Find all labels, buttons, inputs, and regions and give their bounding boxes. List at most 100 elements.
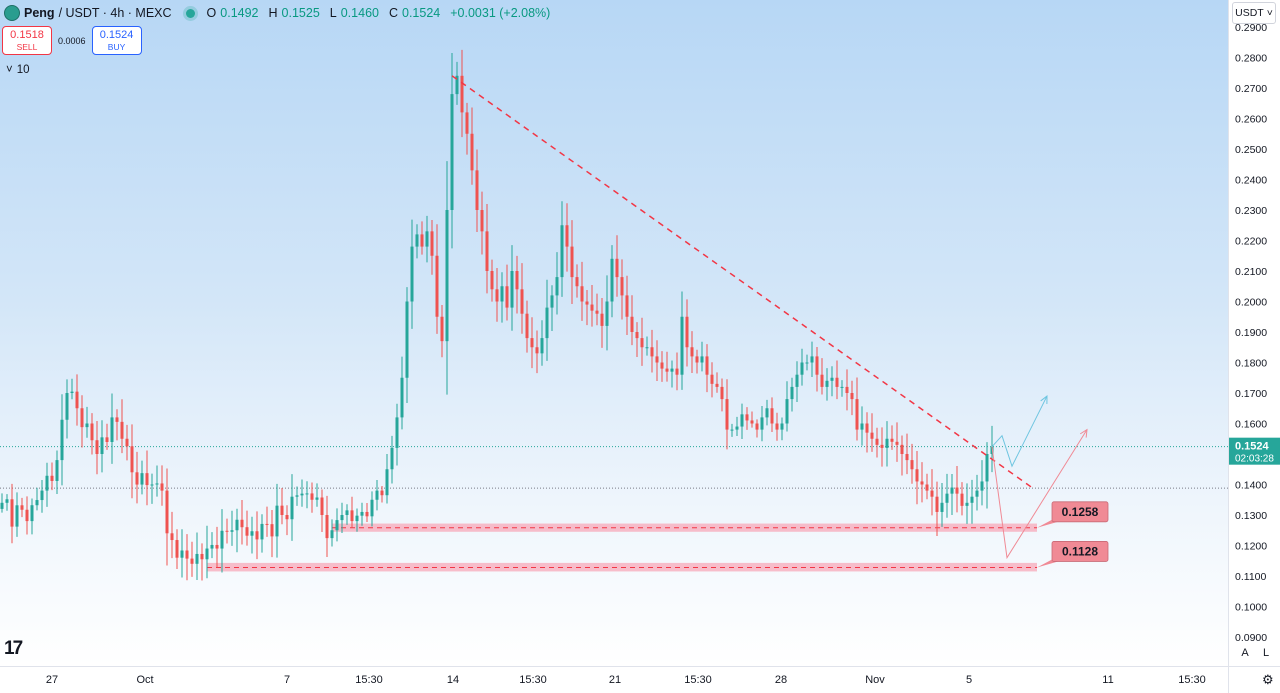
candle-body	[985, 454, 989, 482]
candle-body	[195, 553, 199, 564]
chevron-down-icon: ˅	[6, 64, 13, 76]
price-tick-label: 0.1100	[1235, 571, 1266, 583]
candle-body	[380, 490, 384, 496]
countdown-label: 02:03:28	[1235, 454, 1274, 465]
symbol-name[interactable]: Peng	[24, 6, 55, 20]
candle-body	[115, 417, 119, 422]
high-value: 0.1525	[281, 6, 320, 20]
candlestick-chart[interactable]: 0.1258 0.1128	[0, 0, 1228, 666]
candle-body	[900, 444, 904, 454]
spread-value: 0.0006	[58, 35, 86, 46]
candle-body	[710, 374, 714, 384]
candle-body	[775, 423, 779, 430]
time-tick-label: 15:30	[355, 674, 383, 686]
candle-body	[30, 505, 34, 522]
low-value: 0.1460	[340, 6, 379, 20]
candle-body	[75, 391, 79, 409]
candle-body	[345, 510, 349, 515]
sell-button[interactable]: 0.1518 SELL	[2, 26, 52, 55]
candle-body	[520, 289, 524, 314]
candle-body	[45, 475, 49, 491]
candle-body	[810, 356, 814, 363]
candle-body	[795, 374, 799, 387]
candle-body	[655, 356, 659, 363]
candle-body	[105, 437, 109, 442]
buy-button[interactable]: 0.1524 BUY	[91, 26, 142, 55]
time-tick-label: 7	[284, 674, 290, 686]
candle-body	[750, 420, 754, 424]
candle-body	[15, 505, 19, 527]
candle-body	[870, 432, 874, 439]
candle-body	[820, 374, 824, 387]
candle-body	[605, 301, 609, 326]
price-tick-label: 0.2000	[1235, 297, 1267, 309]
candle-body	[525, 313, 529, 339]
candle-body	[825, 380, 829, 387]
candle-body	[530, 338, 534, 348]
price-tick-label: 0.2100	[1235, 266, 1267, 278]
log-scale-button[interactable]: L	[1262, 647, 1270, 659]
price-tick-label: 0.1900	[1235, 327, 1267, 339]
candle-body	[245, 527, 249, 536]
auto-scale-button[interactable]: A	[1241, 647, 1249, 659]
time-scale[interactable]: 27 Oct 7 15:30 14 15:30 21 15:30 28 Nov 5 11 15:30	[0, 666, 1228, 693]
candle-body	[905, 454, 909, 461]
candle-body	[910, 460, 914, 470]
candle-body	[965, 502, 969, 506]
price-tick-label: 0.2800	[1235, 53, 1267, 65]
candle-body	[270, 524, 274, 537]
candle-body	[260, 523, 264, 540]
candle-body	[85, 423, 89, 428]
candle-body	[790, 386, 794, 400]
candle-body	[885, 438, 889, 448]
candle-body	[365, 511, 369, 517]
candle-body	[70, 391, 74, 393]
indicator-toggle[interactable]: ˅ 10	[6, 64, 30, 76]
candle-body	[395, 417, 399, 448]
candle-body	[495, 289, 499, 302]
candle-body	[370, 499, 374, 517]
candle-body	[470, 133, 474, 171]
candle-body	[205, 548, 209, 560]
candle-body	[355, 515, 359, 522]
candle-body	[970, 496, 974, 503]
currency-button[interactable]: USDT ˅	[1232, 2, 1276, 24]
candle-body	[450, 94, 454, 210]
candle-body	[220, 530, 224, 549]
candle-body	[650, 347, 654, 357]
candle-body	[485, 231, 489, 271]
chevron-down-icon: ˅	[1266, 7, 1273, 19]
symbol-details[interactable]: / USDT · 4h · MEXC	[58, 6, 172, 20]
close-label: C	[388, 6, 398, 20]
gear-icon[interactable]: ⚙	[1262, 672, 1274, 687]
candle-body	[555, 277, 559, 296]
chart-area[interactable]: 0.1258 0.1128 Peng / USDT · 4h · MEXC O 0.…	[0, 0, 1228, 666]
candle-body	[150, 484, 154, 486]
candle-body	[540, 338, 544, 354]
time-tick-label: 28	[775, 674, 787, 686]
tradingview-logo[interactable]: 17	[4, 638, 23, 659]
candle-body	[280, 505, 284, 515]
projection-arrowhead-2	[1079, 428, 1088, 438]
candle-body	[740, 414, 744, 427]
price-scale[interactable]: 0.2900 0.2800 0.2700 0.2600 0.2500 0.2400 0.23…	[1228, 0, 1280, 666]
price-label-text-1: 0.1258	[1062, 505, 1099, 519]
candle-body	[550, 295, 554, 308]
candle-body	[975, 490, 979, 497]
candle-body	[850, 393, 854, 400]
price-label-1	[1051, 501, 1109, 523]
candle-body	[340, 515, 344, 521]
time-tick-label: 14	[447, 674, 459, 686]
candle-body	[230, 530, 234, 532]
candle-body	[225, 530, 229, 532]
candle-body	[865, 423, 869, 433]
candle-body	[285, 515, 289, 520]
candle-body	[580, 286, 584, 302]
candle-body	[410, 246, 414, 302]
price-tick-label: 0.1800	[1235, 358, 1267, 370]
candle-body	[815, 356, 819, 375]
buy-price: 0.1524	[99, 28, 134, 41]
candles	[0, 49, 994, 581]
candle-body	[465, 112, 469, 134]
candle-body	[700, 356, 704, 363]
